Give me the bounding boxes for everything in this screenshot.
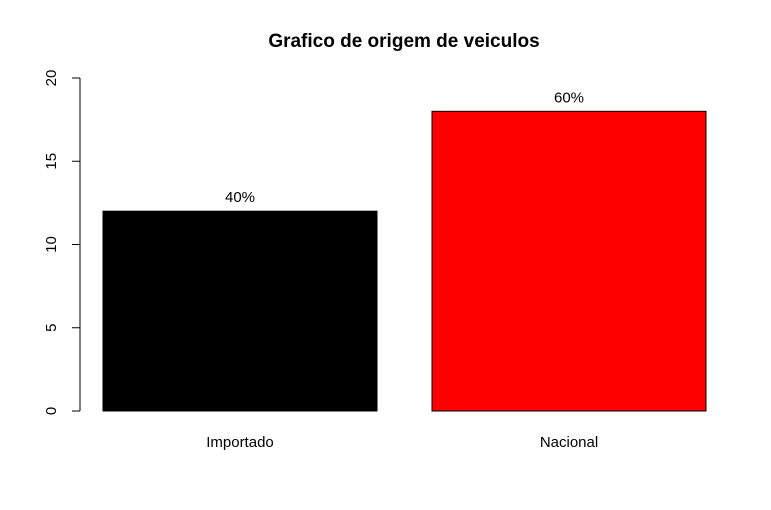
data-label: 60% — [554, 89, 584, 106]
data-label: 40% — [225, 189, 255, 206]
data-labels-group: 40% 60% — [225, 89, 584, 206]
y-tick-label: 5 — [43, 324, 60, 332]
y-tick-label: 10 — [43, 236, 60, 253]
y-tick-label: 15 — [43, 153, 60, 170]
category-labels-group: Importado Nacional — [206, 434, 598, 451]
y-tick-label: 0 — [43, 407, 60, 415]
bars-group — [102, 110, 707, 412]
y-tick-label: 20 — [43, 70, 60, 87]
category-label: Importado — [206, 434, 274, 451]
bar-importado — [102, 210, 378, 412]
chart-title: Grafico de origem de veiculos — [268, 31, 539, 52]
bar-nacional — [431, 110, 707, 412]
category-label: Nacional — [540, 434, 598, 451]
y-axis: 0 5 10 15 20 — [43, 70, 81, 415]
